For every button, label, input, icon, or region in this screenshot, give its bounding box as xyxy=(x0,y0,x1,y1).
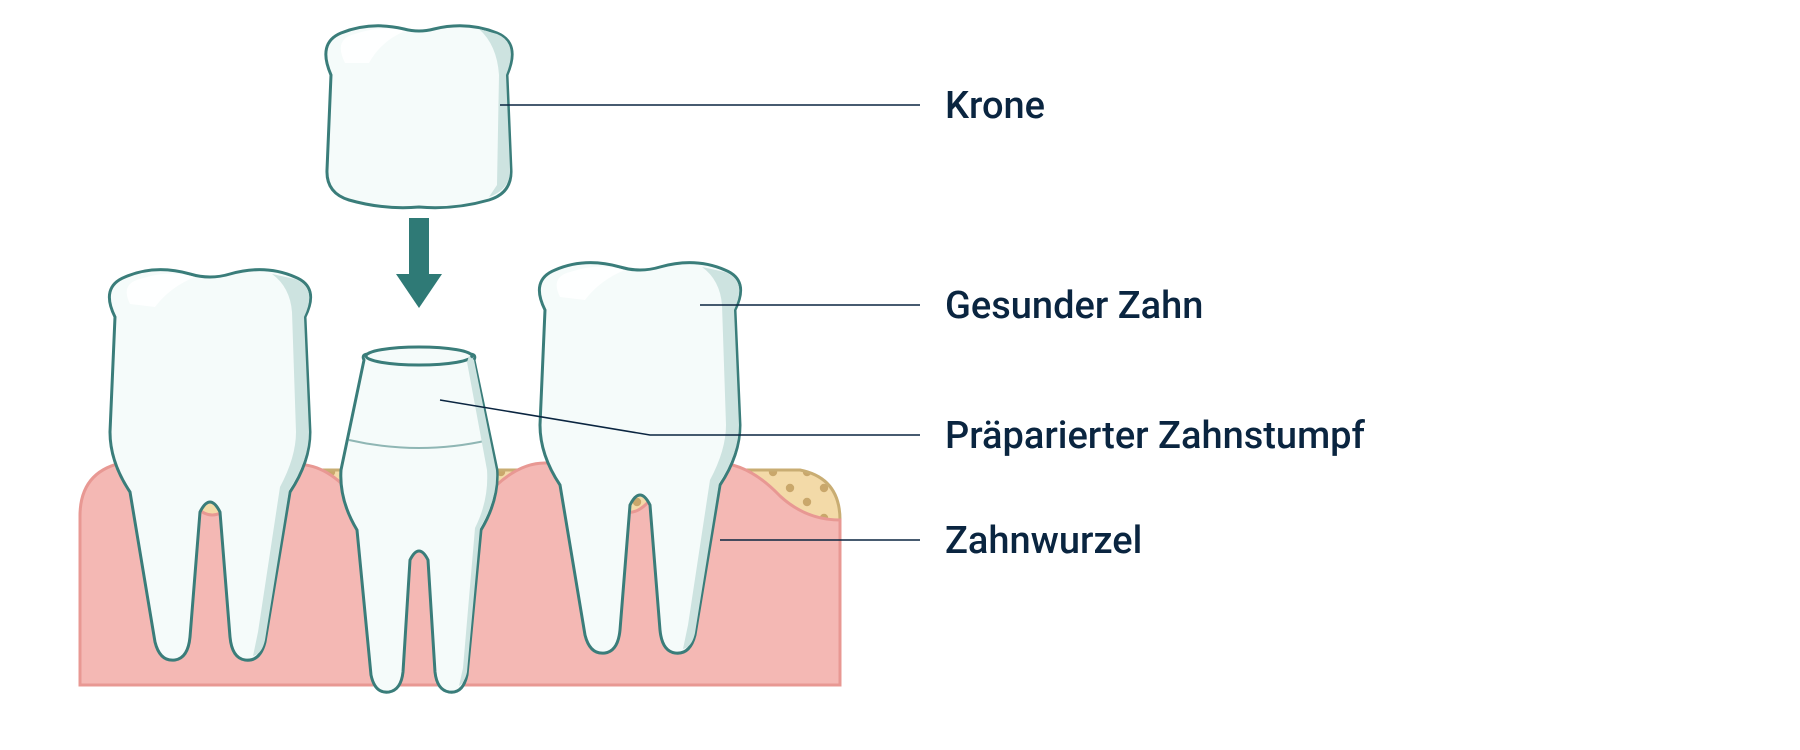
label-healthy-tooth: Gesunder Zahn xyxy=(945,284,1203,328)
crown-cap xyxy=(326,26,512,208)
label-prepared-stump: Präparierter Zahnstumpf xyxy=(945,414,1366,458)
labels: Krone Gesunder Zahn Präparierter Zahnstu… xyxy=(945,84,1366,563)
dental-crown-diagram: Krone Gesunder Zahn Präparierter Zahnstu… xyxy=(0,0,1800,750)
label-crown: Krone xyxy=(945,84,1045,128)
label-root: Zahnwurzel xyxy=(945,519,1142,563)
placement-arrow xyxy=(396,218,442,308)
